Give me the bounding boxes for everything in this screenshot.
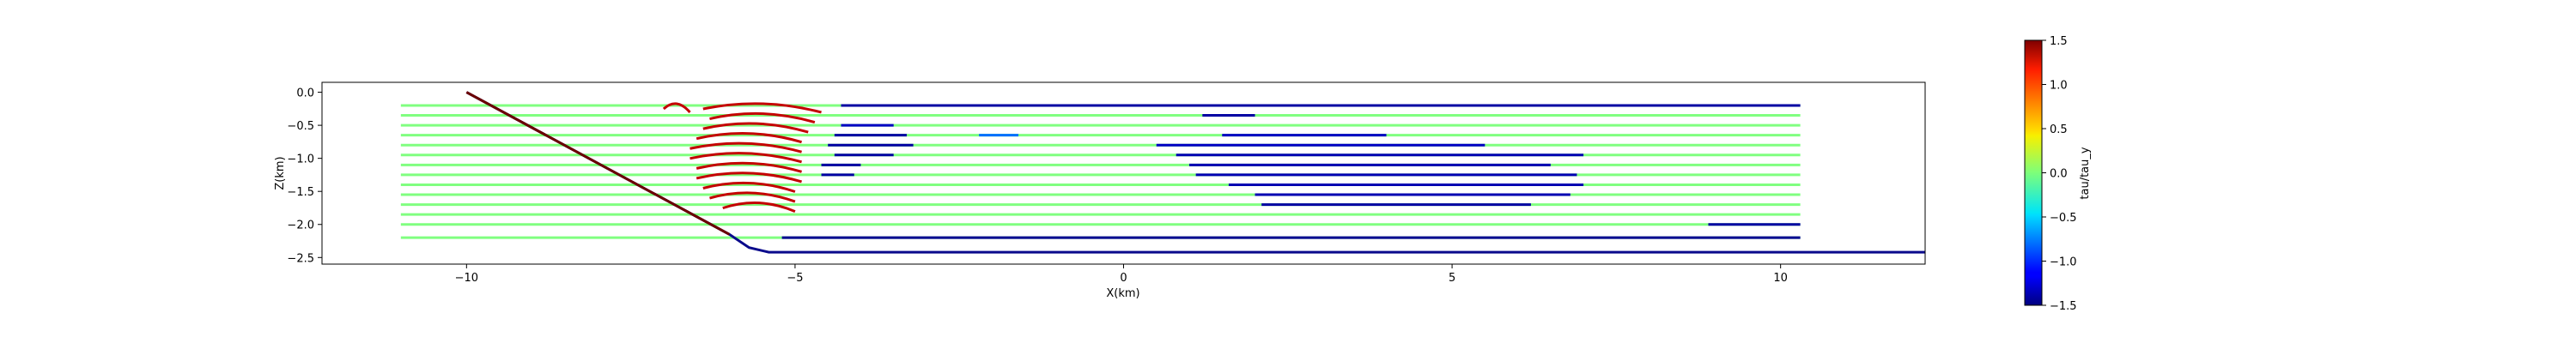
x-axis-ticks: −10 −5 0 5 10	[455, 264, 1788, 285]
colorbar-tick-label: 1.0	[2050, 80, 2068, 93]
high-stress-arc-3	[702, 122, 809, 134]
y-tick-label: 0.0	[296, 87, 314, 100]
colorbar-tick-label: 0.5	[2050, 123, 2068, 136]
x-axis-label: X(km)	[1106, 287, 1139, 300]
stress-segments-group	[662, 102, 1801, 239]
high-stress-arc-1	[702, 102, 822, 114]
y-axis-label: Z(km)	[274, 156, 287, 190]
colorbar-label: tau/tau_y	[2079, 147, 2092, 199]
plot-area	[400, 91, 1925, 254]
x-tick-label: −5	[787, 272, 803, 285]
y-tick-label: −1.0	[287, 153, 314, 166]
y-tick-label: −0.5	[287, 120, 314, 133]
y-tick-label: −2.0	[287, 220, 314, 232]
colorbar-tick-label: −1.0	[2050, 256, 2077, 269]
fault-line	[465, 91, 731, 236]
y-tick-label: −1.5	[287, 186, 314, 199]
high-stress-arc-11	[722, 202, 796, 213]
x-tick-label: 5	[1449, 272, 1455, 285]
colorbar	[2024, 39, 2043, 306]
colorbar-tick-label: −1.5	[2050, 300, 2077, 313]
y-tick-label: −2.5	[287, 252, 314, 265]
colorbar-tick-label: 0.0	[2050, 168, 2068, 181]
high-stress-arc-7	[696, 161, 802, 173]
colorbar-tick-label: −0.5	[2050, 212, 2077, 225]
x-tick-label: 10	[1773, 272, 1788, 285]
colorbar-tick-label: 1.5	[2050, 35, 2068, 48]
y-axis-ticks: 0.0 −0.5 −1.0 −1.5 −2.0 −2.5	[287, 87, 322, 265]
high-stress-arc-5	[690, 141, 802, 153]
high-stress-arc-10	[709, 191, 796, 203]
x-tick-label: 0	[1120, 272, 1127, 285]
x-tick-label: −10	[455, 272, 478, 285]
high-stress-arc-8	[696, 172, 802, 184]
high-stress-arc-4	[696, 132, 802, 144]
high-stress-arc-2	[709, 111, 816, 123]
high-stress-arc-6	[690, 152, 802, 164]
high-stress-arc-0	[662, 102, 691, 113]
high-stress-arc-9	[702, 181, 796, 193]
colorbar-ticks: 1.5 1.0 0.5 0.0 −0.5 −1.0 −1.5	[2042, 35, 2077, 313]
